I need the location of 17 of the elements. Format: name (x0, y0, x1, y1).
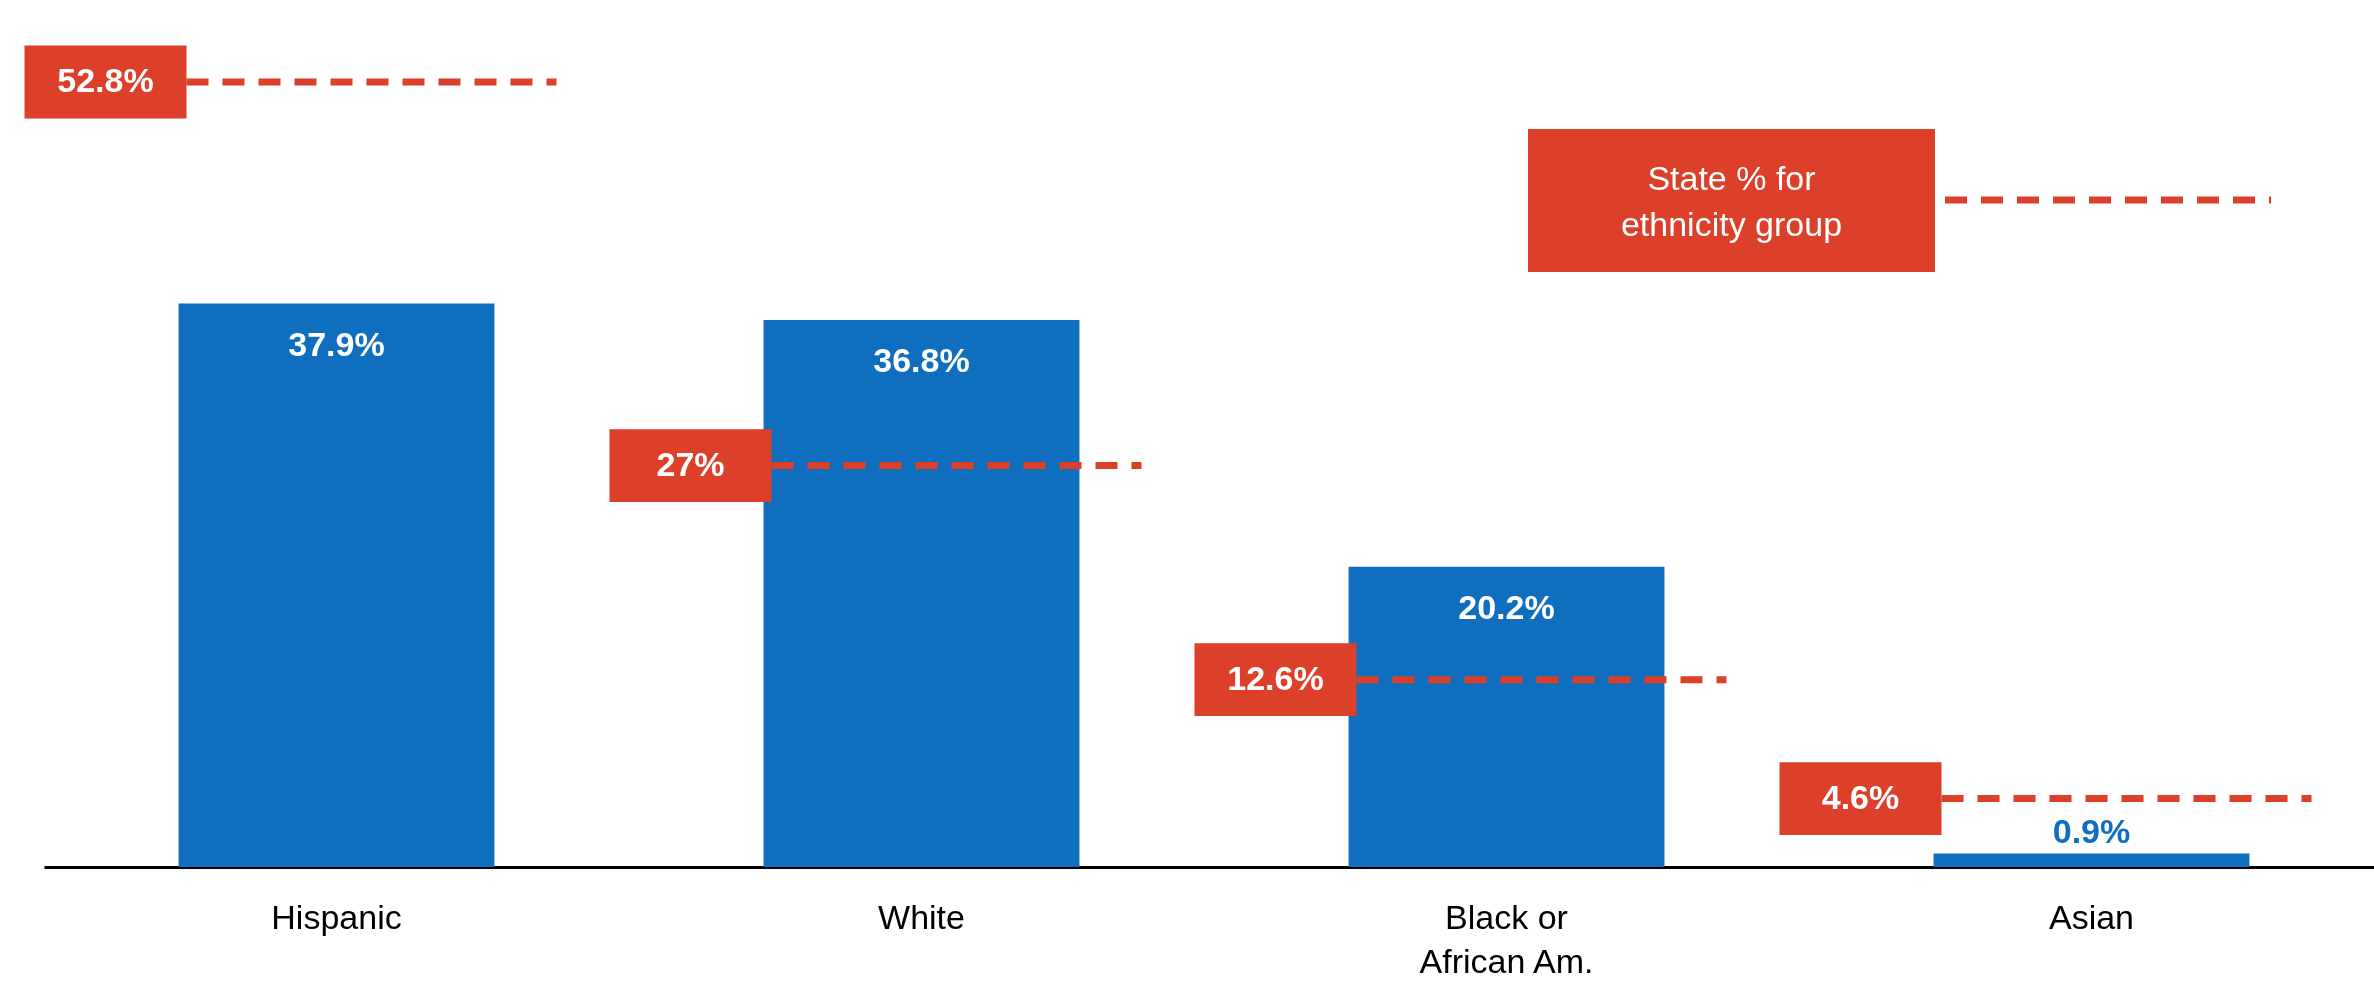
data-label: 36.8% (873, 340, 970, 379)
x-tick-label: Asian (2048, 897, 2135, 936)
ref-line-label: 12.6% (1227, 658, 1324, 697)
x-tick-label: Black or African Am. (1419, 897, 1594, 980)
bar (1933, 853, 2250, 867)
bar (763, 319, 1080, 867)
x-tick-label: Hispanic (271, 897, 402, 936)
x-tick-label: White (878, 897, 965, 936)
ref-line-label: 52.8% (57, 61, 154, 99)
bar (178, 303, 495, 867)
data-label: 20.2% (1458, 587, 1555, 626)
data-label: 37.9% (288, 324, 385, 363)
ref-line-label: 27% (656, 444, 725, 483)
bar (1348, 566, 1665, 867)
text: State % for ethnicity group (1528, 129, 1935, 272)
ref-line-label: 4.6% (1821, 777, 1900, 816)
data-label: 0.9% (2052, 811, 2131, 850)
